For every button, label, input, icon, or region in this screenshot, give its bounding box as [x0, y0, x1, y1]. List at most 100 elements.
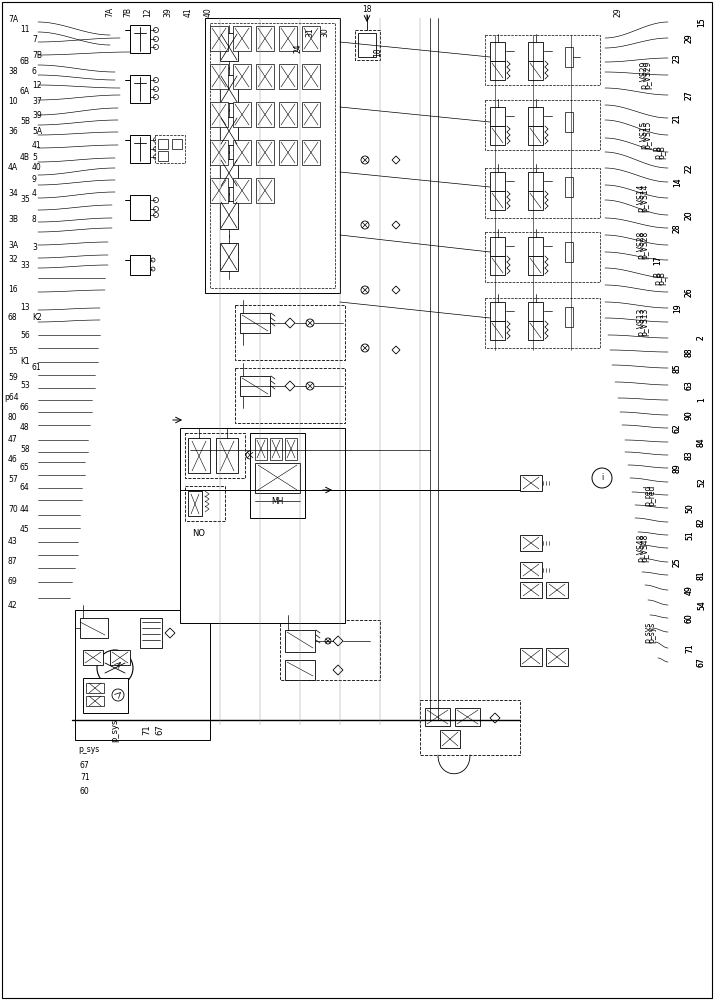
Circle shape: [154, 207, 159, 212]
Bar: [546, 582, 568, 598]
Bar: [302, 140, 320, 165]
Polygon shape: [392, 286, 400, 294]
Text: 58: 58: [20, 446, 29, 454]
Bar: [358, 33, 376, 57]
Bar: [279, 64, 297, 89]
Text: p_VS14: p_VS14: [636, 184, 645, 212]
Text: 20: 20: [685, 210, 694, 220]
Text: 44: 44: [20, 506, 30, 514]
Bar: [235, 305, 345, 360]
Text: 51: 51: [685, 530, 694, 540]
Bar: [528, 42, 543, 61]
Bar: [520, 535, 542, 551]
Polygon shape: [285, 381, 295, 391]
Text: p_VS13: p_VS13: [636, 308, 645, 336]
Text: 85: 85: [673, 363, 682, 373]
Text: 28: 28: [673, 223, 682, 233]
Bar: [520, 582, 542, 598]
Text: 90: 90: [685, 410, 694, 420]
Bar: [233, 102, 251, 127]
Text: 71: 71: [685, 643, 694, 653]
Bar: [210, 23, 335, 288]
Text: 3B: 3B: [8, 216, 18, 225]
Circle shape: [154, 154, 159, 159]
Bar: [485, 100, 600, 150]
Text: 32: 32: [8, 255, 18, 264]
Circle shape: [154, 36, 159, 41]
Text: 18: 18: [362, 5, 372, 14]
Text: 7A: 7A: [106, 7, 114, 17]
Bar: [528, 191, 543, 210]
Text: 35: 35: [20, 196, 30, 205]
Text: p_VS29: p_VS29: [643, 61, 653, 89]
Bar: [279, 102, 297, 127]
Bar: [250, 433, 305, 518]
Text: 19: 19: [673, 303, 682, 313]
Bar: [302, 102, 320, 127]
Bar: [285, 660, 315, 680]
Bar: [155, 135, 185, 163]
Bar: [172, 139, 182, 149]
Bar: [256, 102, 274, 127]
Bar: [256, 140, 274, 165]
Text: 54: 54: [697, 600, 706, 610]
Bar: [130, 195, 150, 220]
Text: 6A: 6A: [20, 88, 30, 97]
Text: 39: 39: [164, 7, 173, 17]
Text: 26: 26: [685, 287, 694, 297]
Text: 81: 81: [697, 570, 706, 580]
Text: 25: 25: [673, 557, 682, 567]
Bar: [256, 178, 274, 203]
Text: p64: p64: [4, 393, 19, 402]
Text: 70: 70: [8, 506, 18, 514]
Text: 28: 28: [673, 223, 682, 233]
Bar: [220, 117, 238, 145]
Text: 1: 1: [697, 398, 706, 402]
Text: 40: 40: [203, 7, 213, 17]
Text: 31: 31: [306, 27, 314, 37]
Text: 62: 62: [673, 423, 682, 433]
Bar: [233, 64, 251, 89]
Circle shape: [154, 44, 159, 49]
Text: 8: 8: [32, 216, 36, 225]
Bar: [565, 307, 573, 327]
Bar: [110, 650, 130, 665]
Text: 6: 6: [32, 68, 37, 77]
Bar: [485, 298, 600, 348]
Text: 20: 20: [685, 210, 694, 220]
Text: 38: 38: [8, 68, 18, 77]
Text: 89: 89: [673, 463, 682, 473]
Bar: [279, 26, 297, 51]
Bar: [565, 112, 573, 132]
Text: K2: K2: [32, 314, 41, 322]
Bar: [546, 648, 568, 666]
Text: 21: 21: [673, 113, 682, 123]
Polygon shape: [392, 221, 400, 229]
Text: 5A: 5A: [32, 127, 42, 136]
Circle shape: [154, 95, 159, 100]
Bar: [220, 159, 238, 187]
Circle shape: [97, 650, 133, 686]
Text: 14: 14: [673, 177, 682, 187]
Text: p_VS29: p_VS29: [639, 61, 648, 89]
Text: 14: 14: [673, 177, 682, 187]
Bar: [130, 135, 150, 163]
Bar: [425, 708, 450, 726]
Circle shape: [361, 221, 369, 229]
Text: p_VS48: p_VS48: [636, 534, 645, 562]
Bar: [490, 237, 505, 256]
Bar: [520, 648, 542, 666]
Bar: [235, 368, 345, 423]
Text: p_B: p_B: [658, 145, 666, 159]
Bar: [528, 107, 543, 126]
Bar: [188, 491, 202, 516]
Text: 52: 52: [697, 477, 706, 487]
Bar: [233, 140, 251, 165]
Text: 85: 85: [673, 363, 682, 373]
Circle shape: [154, 198, 159, 202]
Text: 2: 2: [697, 336, 706, 340]
Text: 55: 55: [8, 348, 18, 357]
Text: 3: 3: [32, 243, 37, 252]
Text: 5B: 5B: [20, 117, 30, 126]
Text: 33: 33: [20, 260, 30, 269]
